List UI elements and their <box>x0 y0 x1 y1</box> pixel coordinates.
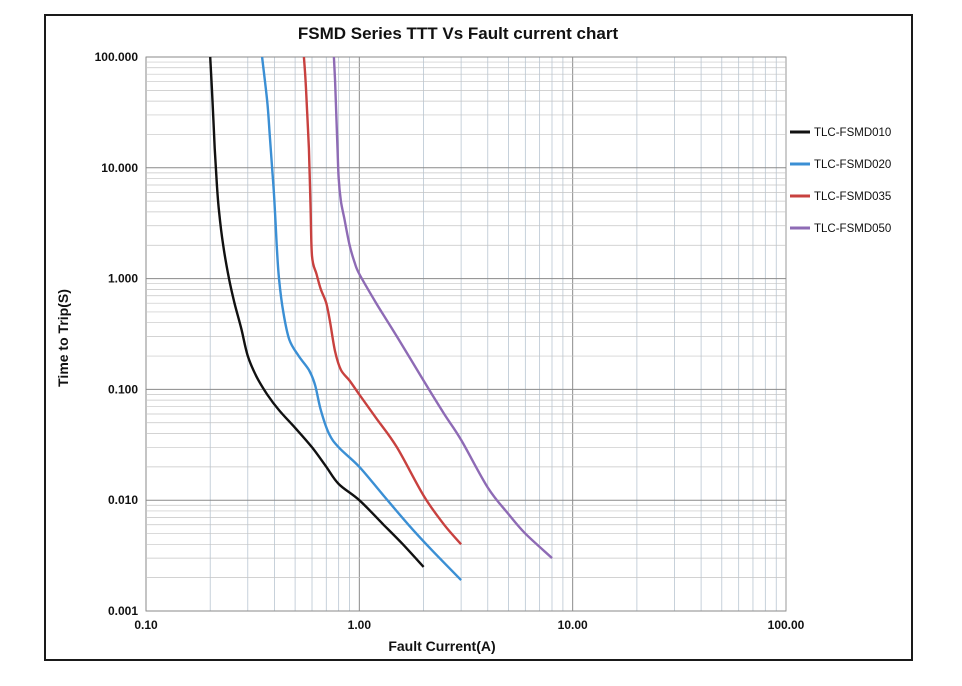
y-tick-label: 1.000 <box>108 272 138 286</box>
y-axis-label: Time to Trip(S) <box>55 289 71 387</box>
x-tick-label: 0.10 <box>134 618 158 632</box>
x-tick-label: 100.00 <box>768 618 805 632</box>
plot-area <box>145 56 787 612</box>
y-tick-labels: 0.001 0.010 0.100 1.000 10.000 100.000 <box>95 50 139 618</box>
y-tick-label: 10.000 <box>101 161 138 175</box>
x-axis-label: Fault Current(A) <box>388 638 495 654</box>
ttt-chart: FSMD Series TTT Vs Fault current chart 0… <box>55 24 891 654</box>
chart-frame: FSMD Series TTT Vs Fault current chart 0… <box>44 14 913 661</box>
grid <box>145 56 787 612</box>
series-line-tlc-fsmd020 <box>260 56 462 581</box>
y-tick-label: 0.010 <box>108 493 138 507</box>
legend-label: TLC-FSMD010 <box>814 127 891 139</box>
x-tick-label: 1.00 <box>348 618 372 632</box>
series-line-tlc-fsmd035 <box>302 56 463 546</box>
y-tick-label: 100.000 <box>95 50 139 64</box>
legend: TLC-FSMD010 TLC-FSMD020 TLC-FSMD035 TLC-FSM… <box>790 127 891 235</box>
x-tick-label: 10.00 <box>558 618 588 632</box>
y-tick-label: 0.100 <box>108 382 138 396</box>
series-line-tlc-fsmd010 <box>209 56 425 568</box>
series-lines <box>209 56 553 581</box>
legend-label: TLC-FSMD020 <box>814 159 891 171</box>
y-tick-label: 0.001 <box>108 604 138 618</box>
legend-label: TLC-FSMD035 <box>814 191 891 203</box>
chart-title: FSMD Series TTT Vs Fault current chart <box>298 24 619 43</box>
x-tick-labels: 0.10 1.00 10.00 100.00 <box>134 618 804 632</box>
legend-label: TLC-FSMD050 <box>814 223 891 235</box>
series-line-tlc-fsmd050 <box>332 56 553 559</box>
